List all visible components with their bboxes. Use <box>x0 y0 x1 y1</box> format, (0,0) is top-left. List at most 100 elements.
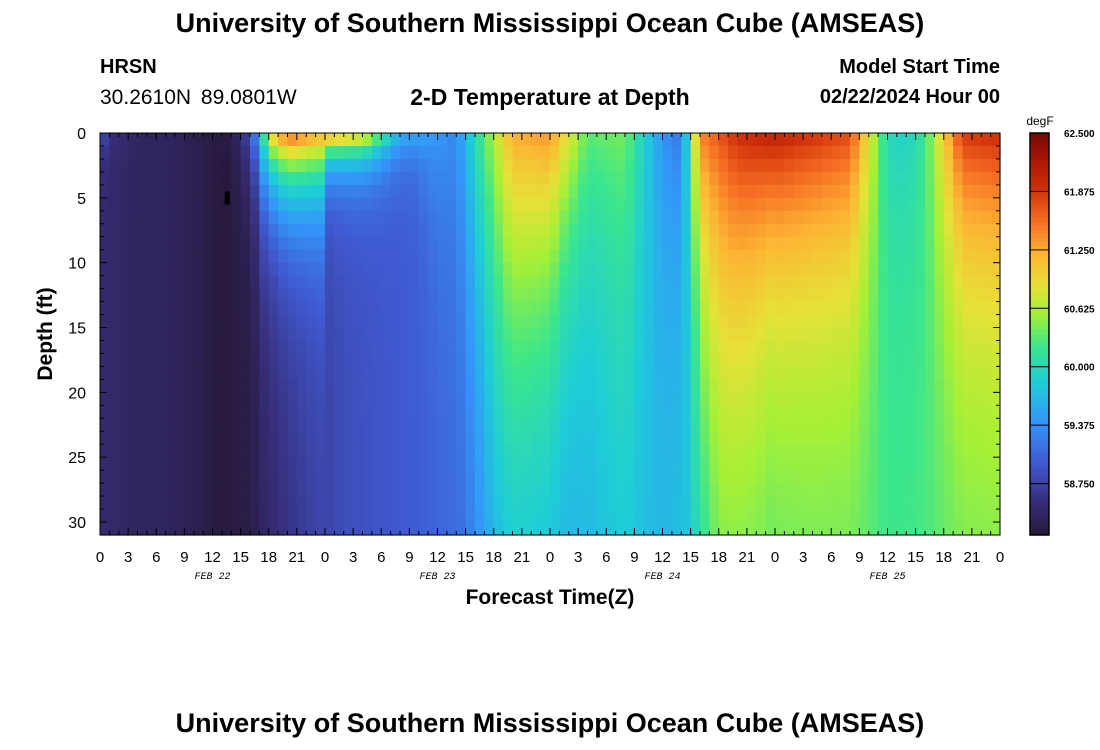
heatmap-cell <box>700 210 710 225</box>
heatmap-cell <box>521 483 532 497</box>
heatmap-cell <box>990 405 1001 419</box>
heatmap-cell <box>925 509 935 523</box>
heatmap-cell <box>418 145 429 160</box>
heatmap-cell <box>793 327 804 342</box>
heatmap-cell <box>428 314 439 329</box>
heatmap-cell <box>906 379 917 393</box>
heatmap-cell <box>690 197 701 212</box>
heatmap-cell <box>765 184 776 199</box>
heatmap-cell <box>409 158 420 173</box>
heatmap-cell <box>775 509 785 523</box>
heatmap-cell <box>175 379 185 393</box>
heatmap-cell <box>390 314 401 329</box>
heatmap-cell <box>156 418 167 432</box>
heatmap-cell <box>512 340 523 355</box>
heatmap-cell <box>334 158 345 173</box>
heatmap-cell <box>625 418 635 432</box>
heatmap-cell <box>381 444 392 458</box>
heatmap-cell <box>775 133 785 147</box>
heatmap-cell <box>925 133 935 147</box>
heatmap-cell <box>831 262 842 277</box>
heatmap-cell <box>334 171 345 186</box>
heatmap-cell <box>643 133 654 147</box>
heatmap-cell <box>653 470 664 484</box>
heatmap-cell <box>625 431 635 445</box>
heatmap-cell <box>278 184 289 199</box>
heatmap-cell <box>831 444 842 458</box>
heatmap-cell <box>428 171 439 186</box>
heatmap-cell <box>981 496 992 510</box>
heatmap-cell <box>146 249 157 264</box>
heatmap-cell <box>681 197 692 212</box>
heatmap-cell <box>287 210 298 225</box>
heatmap-cell <box>484 340 495 355</box>
heatmap-cell <box>643 418 654 432</box>
heatmap-cell <box>821 223 832 238</box>
heatmap-cell <box>146 496 157 510</box>
heatmap-cell <box>971 314 982 329</box>
heatmap-cell <box>943 275 954 290</box>
heatmap-cell <box>868 262 879 277</box>
heatmap-cell <box>878 301 889 316</box>
heatmap-cell <box>437 184 448 199</box>
heatmap-cell <box>259 301 270 316</box>
heatmap-cell <box>250 275 260 290</box>
heatmap-cell <box>203 184 214 199</box>
heatmap-cell <box>428 522 439 536</box>
heatmap-cell <box>156 444 167 458</box>
heatmap-cell <box>371 470 382 484</box>
heatmap-cell <box>859 210 870 225</box>
heatmap-cell <box>850 509 860 523</box>
heatmap-cell <box>643 457 654 471</box>
heatmap-cell <box>240 133 251 147</box>
heatmap-cell <box>625 133 635 147</box>
heatmap-cell <box>915 483 926 497</box>
heatmap-cell <box>812 262 823 277</box>
heatmap-cell <box>793 262 804 277</box>
heatmap-cell <box>550 301 560 316</box>
colorbar-step <box>1030 245 1049 251</box>
heatmap-cell <box>240 444 251 458</box>
heatmap-cell <box>184 327 195 342</box>
colorbar-step <box>1030 169 1049 174</box>
heatmap-cell <box>418 522 429 536</box>
heatmap-cell <box>325 249 335 264</box>
heatmap-cell <box>662 197 673 212</box>
heatmap-cell <box>812 418 823 432</box>
heatmap-cell <box>925 145 935 160</box>
heatmap-cell <box>550 496 560 510</box>
heatmap-cell <box>634 327 645 342</box>
heatmap-cell <box>990 470 1001 484</box>
heatmap-cell <box>840 392 851 406</box>
colorbar-step <box>1030 334 1049 339</box>
heatmap-cell <box>953 496 964 510</box>
heatmap-cell <box>943 158 954 173</box>
heatmap-cell <box>728 483 739 497</box>
heatmap-cell <box>175 496 185 510</box>
heatmap-cell <box>268 145 279 160</box>
heatmap-cell <box>934 509 945 523</box>
heatmap-cell <box>428 444 439 458</box>
heatmap-cell <box>475 470 485 484</box>
heatmap-cell <box>409 353 420 368</box>
heatmap-cell <box>943 262 954 277</box>
heatmap-cell <box>775 223 785 238</box>
heatmap-cell <box>512 288 523 303</box>
colorbar-step <box>1030 173 1049 178</box>
heatmap-cell <box>690 392 701 406</box>
heatmap-cell <box>587 236 598 251</box>
heatmap-cell <box>128 340 139 355</box>
heatmap-cell <box>484 158 495 173</box>
heatmap-cell <box>390 145 401 160</box>
heatmap-cell <box>906 275 917 290</box>
heatmap-cell <box>287 470 298 484</box>
x-tick-label: 3 <box>799 549 807 566</box>
heatmap-cell <box>128 223 139 238</box>
heatmap-cell <box>512 197 523 212</box>
heatmap-cell <box>231 379 242 393</box>
heatmap-cell <box>690 457 701 471</box>
heatmap-cell <box>850 236 860 251</box>
heatmap-cell <box>971 392 982 406</box>
heatmap-cell <box>109 431 120 445</box>
heatmap-cell <box>475 444 485 458</box>
